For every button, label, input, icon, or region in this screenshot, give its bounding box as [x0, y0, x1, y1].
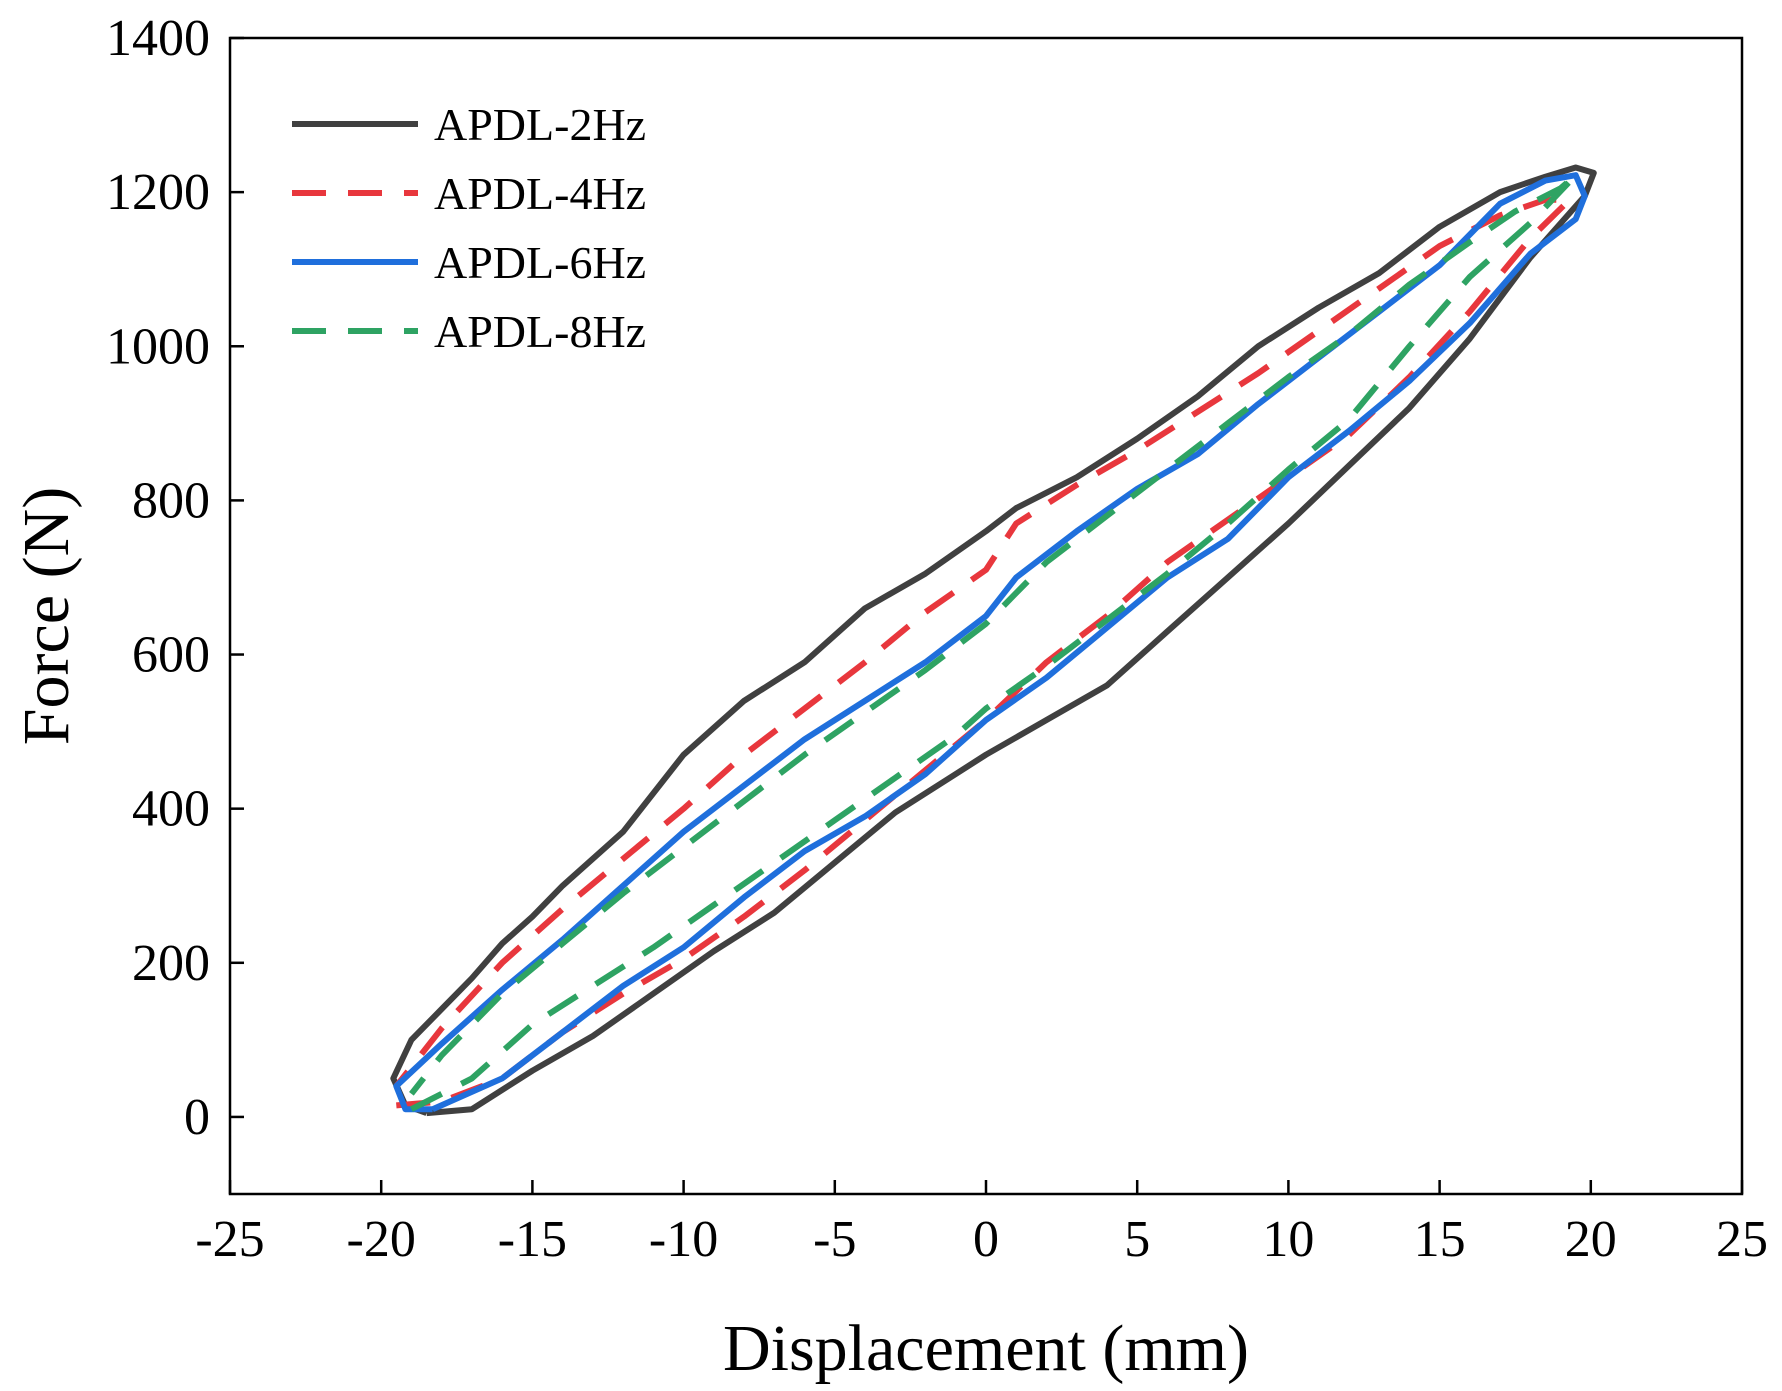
series-line-apdl-8hz	[409, 172, 1579, 1112]
x-tick-label: 25	[1716, 1211, 1768, 1268]
y-tick-label: 200	[132, 935, 210, 992]
y-tick-label: 0	[184, 1089, 210, 1146]
y-tick-label: 600	[132, 627, 210, 684]
x-tick-label: 0	[973, 1211, 999, 1268]
x-tick-label: -5	[813, 1211, 856, 1268]
x-tick-label: 10	[1262, 1211, 1314, 1268]
x-axis-title: Displacement (mm)	[723, 1312, 1249, 1385]
x-tick-label: -25	[195, 1211, 264, 1268]
series-line-apdl-4hz	[393, 196, 1573, 1109]
legend-label: APDL-2Hz	[434, 99, 646, 150]
y-axis-title: Force (N)	[10, 487, 83, 745]
x-tick-label: 5	[1124, 1211, 1150, 1268]
legend-label: APDL-8Hz	[434, 306, 646, 357]
x-tick-label: 20	[1565, 1211, 1617, 1268]
y-tick-label: 1000	[106, 318, 210, 375]
y-tick-label: 800	[132, 472, 210, 529]
series-line-apdl-6hz	[393, 172, 1588, 1113]
x-tick-label: -20	[347, 1211, 416, 1268]
x-tick-label: 15	[1414, 1211, 1466, 1268]
y-tick-label: 1200	[106, 164, 210, 221]
legend-label: APDL-6Hz	[434, 237, 646, 288]
series-layer	[390, 164, 1597, 1117]
x-axis: -25 -20 -15 -10 -5 0 5 10 15 20 25	[195, 1180, 1768, 1268]
y-tick-label: 1400	[106, 10, 210, 67]
x-tick-label: -10	[649, 1211, 718, 1268]
legend: APDL-2Hz APDL-4Hz APDL-6Hz APDL-8Hz	[292, 99, 646, 357]
y-tick-label: 400	[132, 781, 210, 838]
y-axis: 0 200 400 600 800 1000 1200 1400	[106, 10, 244, 1146]
legend-label: APDL-4Hz	[434, 168, 646, 219]
x-tick-label: -15	[498, 1211, 567, 1268]
series-line-apdl-2hz	[390, 164, 1597, 1117]
